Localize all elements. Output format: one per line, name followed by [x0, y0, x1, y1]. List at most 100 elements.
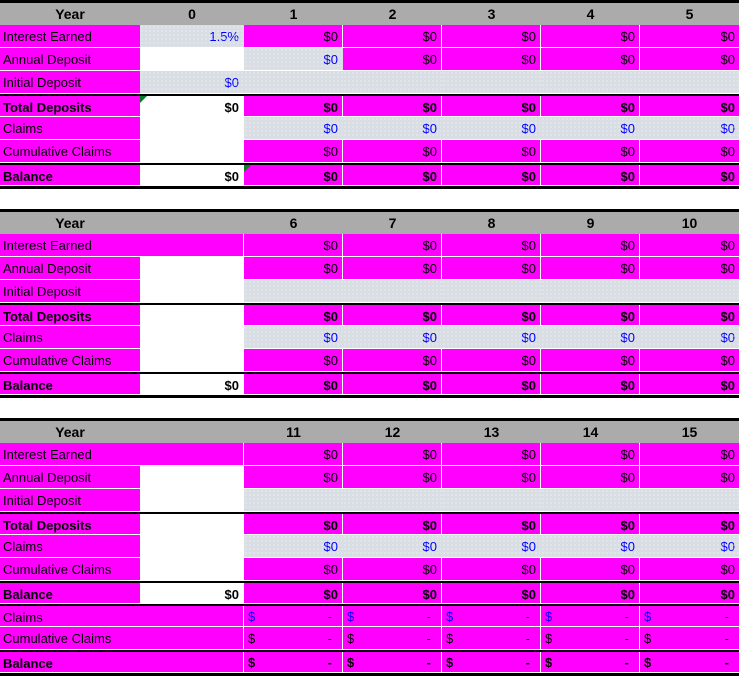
cell-claims-y1[interactable]: $0: [244, 117, 343, 140]
cell-balance-acct-y11[interactable]: $ -: [244, 652, 343, 673]
cell-interest-y13[interactable]: $0: [442, 443, 541, 466]
cell-annual-deposit-y12[interactable]: $0: [343, 466, 442, 489]
cell-total-deposits-y0[interactable]: $0: [140, 96, 244, 117]
cell-balance-y8[interactable]: $0: [442, 374, 541, 395]
cell-claims-blank-3[interactable]: [140, 535, 244, 558]
cell-cumclaims-acct-y12[interactable]: $ -: [343, 627, 442, 650]
cell-cumulative-claims-y13[interactable]: $0: [442, 558, 541, 581]
cell-annual-deposit-y5[interactable]: $0: [640, 48, 739, 71]
cell-total-deposits-y9[interactable]: $0: [541, 305, 640, 326]
cell-interest-y9[interactable]: $0: [541, 234, 640, 257]
cell-annual-deposit-input[interactable]: [140, 48, 244, 71]
cell-total-deposits-y13[interactable]: $0: [442, 514, 541, 535]
cell-cumclaims-acct-y15[interactable]: $ -: [640, 627, 739, 650]
cell-total-deposits-y8[interactable]: $0: [442, 305, 541, 326]
cell-annual-deposit-y7[interactable]: $0: [343, 257, 442, 280]
cell-cumclaims-acct-y13[interactable]: $ -: [442, 627, 541, 650]
cell-interest-y10[interactable]: $0: [640, 234, 739, 257]
cell-interest-y4[interactable]: $0: [541, 25, 640, 48]
cell-total-deposits-y2[interactable]: $0: [343, 96, 442, 117]
cell-annual-deposit-blank-2[interactable]: [140, 257, 244, 280]
cell-annual-deposit-y9[interactable]: $0: [541, 257, 640, 280]
cell-annual-deposit-y6[interactable]: $0: [244, 257, 343, 280]
cell-claims-y4[interactable]: $0: [541, 117, 640, 140]
cell-total-deposits-blank-3[interactable]: [140, 514, 244, 535]
cell-interest-y7[interactable]: $0: [343, 234, 442, 257]
cell-claims-acct-y11[interactable]: $ -: [244, 606, 343, 627]
cell-annual-deposit-y3[interactable]: $0: [442, 48, 541, 71]
cell-balance-y3[interactable]: $0: [442, 165, 541, 186]
cell-claims-acct-y12[interactable]: $ -: [343, 606, 442, 627]
cell-interest-y15[interactable]: $0: [640, 443, 739, 466]
cell-initial-deposit-input[interactable]: $0: [140, 71, 244, 94]
cell-annual-deposit-blank-3[interactable]: [140, 466, 244, 489]
cell-cumclaims-acct-y11[interactable]: $ -: [244, 627, 343, 650]
cell-balance-y14[interactable]: $0: [541, 583, 640, 604]
cell-balance-y2[interactable]: $0: [343, 165, 442, 186]
cell-cumclaims-acct-blank[interactable]: [140, 627, 244, 650]
cell-annual-deposit-y11[interactable]: $0: [244, 466, 343, 489]
cell-cumulative-claims-y0[interactable]: [140, 140, 244, 163]
cell-interest-y6[interactable]: $0: [244, 234, 343, 257]
cell-balance-y15[interactable]: $0: [640, 583, 739, 604]
cell-interest-y8[interactable]: $0: [442, 234, 541, 257]
cell-interest-y12[interactable]: $0: [343, 443, 442, 466]
cell-cumulative-claims-blank-2[interactable]: [140, 349, 244, 372]
cell-claims-y11[interactable]: $0: [244, 535, 343, 558]
cell-total-deposits-y5[interactable]: $0: [640, 96, 739, 117]
cell-balance-y4[interactable]: $0: [541, 165, 640, 186]
cell-claims-acct-y14[interactable]: $ -: [541, 606, 640, 627]
cell-total-deposits-y10[interactable]: $0: [640, 305, 739, 326]
cell-cumulative-claims-y8[interactable]: $0: [442, 349, 541, 372]
cell-balance-y0[interactable]: $0: [140, 165, 244, 186]
cell-total-deposits-y12[interactable]: $0: [343, 514, 442, 535]
cell-cumulative-claims-y4[interactable]: $0: [541, 140, 640, 163]
cell-claims-y0[interactable]: [140, 117, 244, 140]
cell-interest-blank-2[interactable]: [140, 234, 244, 257]
cell-annual-deposit-y14[interactable]: $0: [541, 466, 640, 489]
cell-claims-y3[interactable]: $0: [442, 117, 541, 140]
cell-total-deposits-y4[interactable]: $0: [541, 96, 640, 117]
cell-balance-y10[interactable]: $0: [640, 374, 739, 395]
cell-annual-deposit-y8[interactable]: $0: [442, 257, 541, 280]
cell-cumulative-claims-y2[interactable]: $0: [343, 140, 442, 163]
cell-total-deposits-y1[interactable]: $0: [244, 96, 343, 117]
cell-cumulative-claims-y6[interactable]: $0: [244, 349, 343, 372]
cell-claims-y13[interactable]: $0: [442, 535, 541, 558]
cell-annual-deposit-y2[interactable]: $0: [343, 48, 442, 71]
cell-balance-y13[interactable]: $0: [442, 583, 541, 604]
cell-balance-y11[interactable]: $0: [244, 583, 343, 604]
cell-claims-blank-2[interactable]: [140, 326, 244, 349]
cell-interest-y1[interactable]: $0: [244, 25, 343, 48]
cell-claims-y10[interactable]: $0: [640, 326, 739, 349]
cell-claims-acct-blank[interactable]: [140, 606, 244, 627]
cell-cumclaims-acct-y14[interactable]: $ -: [541, 627, 640, 650]
cell-claims-y6[interactable]: $0: [244, 326, 343, 349]
cell-balance-y0-3[interactable]: $0: [140, 583, 244, 604]
cell-balance-y9[interactable]: $0: [541, 374, 640, 395]
cell-interest-y11[interactable]: $0: [244, 443, 343, 466]
cell-balance-y12[interactable]: $0: [343, 583, 442, 604]
cell-balance-y5[interactable]: $0: [640, 165, 739, 186]
cell-total-deposits-blank-2[interactable]: [140, 305, 244, 326]
cell-cumulative-claims-y9[interactable]: $0: [541, 349, 640, 372]
cell-claims-y2[interactable]: $0: [343, 117, 442, 140]
cell-balance-y7[interactable]: $0: [343, 374, 442, 395]
cell-claims-acct-y13[interactable]: $ -: [442, 606, 541, 627]
cell-claims-y7[interactable]: $0: [343, 326, 442, 349]
cell-interest-y2[interactable]: $0: [343, 25, 442, 48]
cell-interest-blank-3[interactable]: [140, 443, 244, 466]
cell-cumulative-claims-y3[interactable]: $0: [442, 140, 541, 163]
cell-annual-deposit-y1[interactable]: $0: [244, 48, 343, 71]
cell-total-deposits-y11[interactable]: $0: [244, 514, 343, 535]
cell-cumulative-claims-y14[interactable]: $0: [541, 558, 640, 581]
cell-interest-y3[interactable]: $0: [442, 25, 541, 48]
cell-total-deposits-y3[interactable]: $0: [442, 96, 541, 117]
cell-balance-acct-y15[interactable]: $ -: [640, 652, 739, 673]
cell-claims-y15[interactable]: $0: [640, 535, 739, 558]
cell-cumulative-claims-y5[interactable]: $0: [640, 140, 739, 163]
cell-annual-deposit-y4[interactable]: $0: [541, 48, 640, 71]
cell-claims-acct-y15[interactable]: $ -: [640, 606, 739, 627]
cell-claims-y8[interactable]: $0: [442, 326, 541, 349]
cell-cumulative-claims-y11[interactable]: $0: [244, 558, 343, 581]
